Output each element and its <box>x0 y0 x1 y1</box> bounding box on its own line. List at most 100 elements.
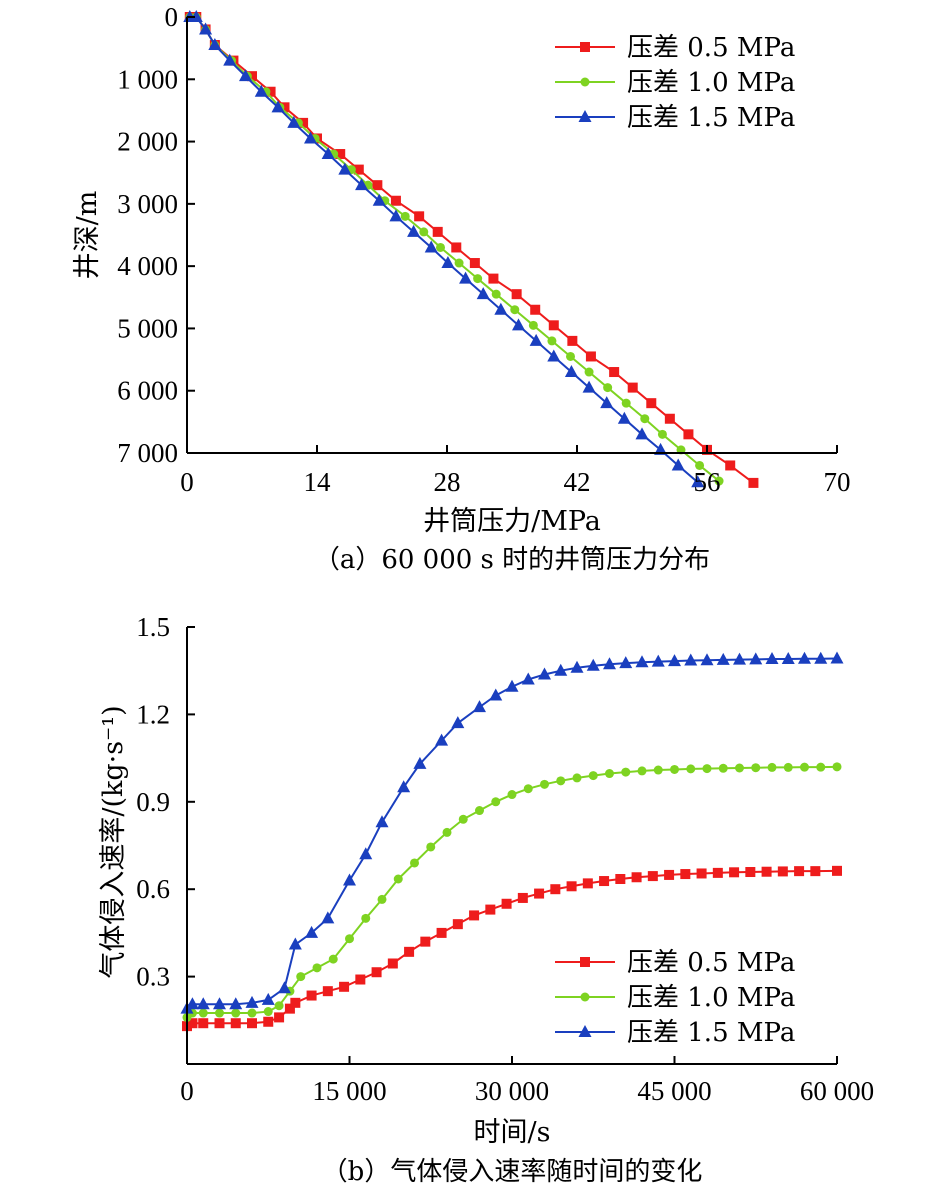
data-point <box>832 762 842 772</box>
y-tick-label: 1 000 <box>117 64 178 94</box>
data-point <box>767 762 777 772</box>
data-point <box>657 429 667 439</box>
data-point <box>564 365 578 378</box>
data-point <box>375 815 389 828</box>
data-point <box>749 652 763 665</box>
data-point <box>473 274 483 284</box>
data-point <box>247 1018 257 1029</box>
data-point <box>198 1008 208 1018</box>
data-point <box>554 663 568 676</box>
data-point <box>390 195 401 206</box>
data-point <box>451 716 465 729</box>
series-1 <box>182 865 842 1032</box>
chart-a-caption: （a）60 000 s 时的井筒压力分布 <box>314 545 710 575</box>
data-point <box>400 211 410 221</box>
data-point <box>686 764 696 774</box>
data-point <box>436 242 445 252</box>
data-point <box>435 733 449 746</box>
data-point <box>432 226 443 237</box>
data-point <box>389 209 403 222</box>
data-point <box>196 997 210 1010</box>
x-tick-label: 0 <box>180 467 194 497</box>
data-point <box>485 904 496 915</box>
data-point <box>489 688 503 701</box>
data-point <box>247 71 257 82</box>
y-tick-label: 7 000 <box>117 438 178 468</box>
data-point <box>353 164 364 175</box>
chart-a-x-label: 井筒压力/MPa <box>423 506 601 537</box>
y-tick-label: 0.6 <box>136 874 170 904</box>
y-tick-label: 4 000 <box>117 251 178 281</box>
data-point <box>745 867 756 878</box>
legend-label: 压差 1.5 MPa <box>627 103 795 133</box>
y-tick-label: 1.5 <box>136 612 170 642</box>
data-point <box>284 1003 295 1014</box>
data-point <box>538 667 551 680</box>
data-point <box>413 756 427 769</box>
y-tick-label: 0.3 <box>136 962 170 992</box>
data-point <box>304 131 317 144</box>
data-point <box>794 866 805 877</box>
data-point <box>213 997 226 1010</box>
data-point <box>407 224 421 237</box>
chart-b-y-label: 气体侵入速率/(kg·s⁻¹) <box>98 705 129 978</box>
data-point <box>214 1018 225 1029</box>
data-point <box>505 679 519 692</box>
data-point <box>621 398 631 408</box>
data-point <box>830 651 844 664</box>
data-point <box>345 934 354 944</box>
data-point <box>263 1016 274 1027</box>
data-point <box>198 1018 209 1029</box>
legend-item: 压差 0.5 MPa <box>555 948 795 978</box>
data-point <box>800 762 809 772</box>
data-point <box>494 302 508 315</box>
data-point <box>469 258 480 269</box>
data-point <box>476 287 490 300</box>
data-point <box>322 986 333 997</box>
data-point <box>695 460 705 470</box>
data-point <box>540 779 549 789</box>
data-point <box>609 367 620 378</box>
data-point <box>696 868 707 879</box>
data-point <box>189 10 203 22</box>
data-point <box>603 657 616 670</box>
data-point <box>239 69 252 82</box>
series-3 <box>183 10 705 488</box>
chart-b-series <box>180 651 844 1032</box>
data-point <box>397 780 411 793</box>
data-point <box>452 919 463 930</box>
data-point <box>511 289 522 300</box>
chart-b-x-ticks: 0 15 000 30 000 45 000 60 000 <box>180 1056 874 1106</box>
data-point <box>530 304 541 315</box>
data-point <box>263 1007 273 1017</box>
data-point <box>359 847 373 860</box>
legend-label: 压差 0.5 MPa <box>627 948 795 978</box>
chart-b-x-label: 时间/s <box>474 1117 551 1148</box>
data-point <box>635 655 649 668</box>
data-point <box>783 762 793 772</box>
data-point <box>491 289 501 299</box>
data-point <box>548 320 559 331</box>
data-point <box>647 871 658 882</box>
data-point <box>371 967 382 978</box>
data-point <box>600 396 614 409</box>
data-point <box>664 869 675 880</box>
data-point <box>442 827 452 837</box>
data-point <box>420 936 431 947</box>
x-tick-label: 56 <box>694 467 721 497</box>
data-point <box>810 866 821 877</box>
data-point <box>700 653 714 666</box>
data-point <box>691 475 705 488</box>
legend-item: 压差 1.5 MPa <box>555 103 795 133</box>
legend-swatch-marker <box>578 1025 592 1037</box>
data-point <box>617 411 631 424</box>
data-point <box>469 910 480 921</box>
chart-b-y-ticks: 0.3 0.6 0.9 1.2 1.5 <box>136 612 195 992</box>
data-point <box>680 869 691 880</box>
data-point <box>458 814 468 824</box>
data-point <box>287 115 301 128</box>
data-point <box>441 256 455 269</box>
data-point <box>343 873 356 886</box>
data-point <box>572 773 582 783</box>
data-point <box>582 380 596 393</box>
